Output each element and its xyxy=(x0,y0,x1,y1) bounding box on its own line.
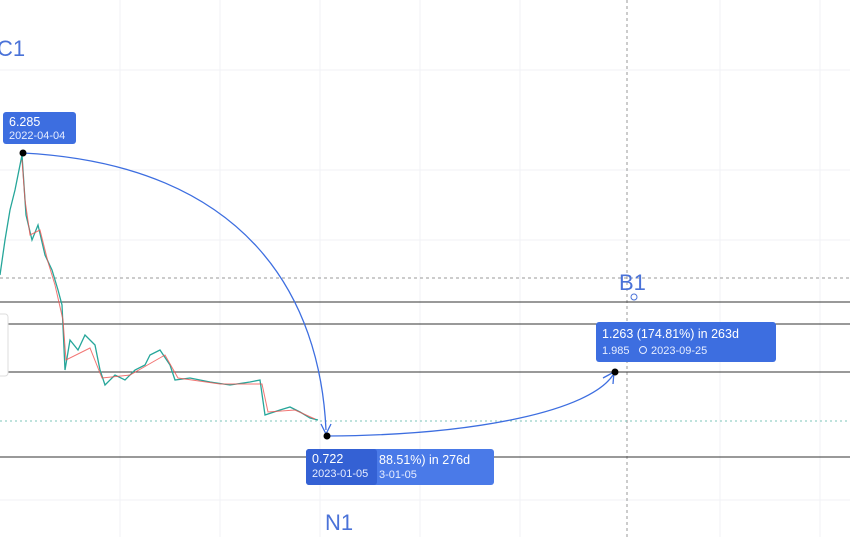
bottom-price: 0.722 xyxy=(312,452,343,466)
target-change: 1.263 (174.81%) in 263d xyxy=(602,327,739,341)
point xyxy=(611,368,619,376)
bottom-change: 88.51%) in 276d xyxy=(379,453,470,467)
side-panel xyxy=(0,313,9,377)
price-series xyxy=(0,154,319,421)
label-n1: N1 xyxy=(325,510,353,535)
peak-price: 6.285 xyxy=(9,115,40,129)
point xyxy=(323,432,331,440)
target-date: 2023-09-25 xyxy=(651,345,707,357)
peak-date: 2022-04-04 xyxy=(9,130,65,142)
price-series-down xyxy=(21,159,316,420)
point xyxy=(19,149,27,157)
target-box xyxy=(596,322,776,362)
label-c1: C1 xyxy=(0,36,25,61)
peak-box xyxy=(3,112,76,144)
bottom-box-left xyxy=(306,449,377,485)
point xyxy=(630,293,638,301)
bottom-date-cut: 3-01-05 xyxy=(379,469,417,481)
arc-down xyxy=(22,152,327,431)
bottom-date: 2023-01-05 xyxy=(312,468,368,480)
label-b1: B1 xyxy=(619,270,646,295)
clock-icon xyxy=(639,346,647,354)
arc-up xyxy=(327,374,614,437)
target-price: 1.985 xyxy=(602,345,630,357)
